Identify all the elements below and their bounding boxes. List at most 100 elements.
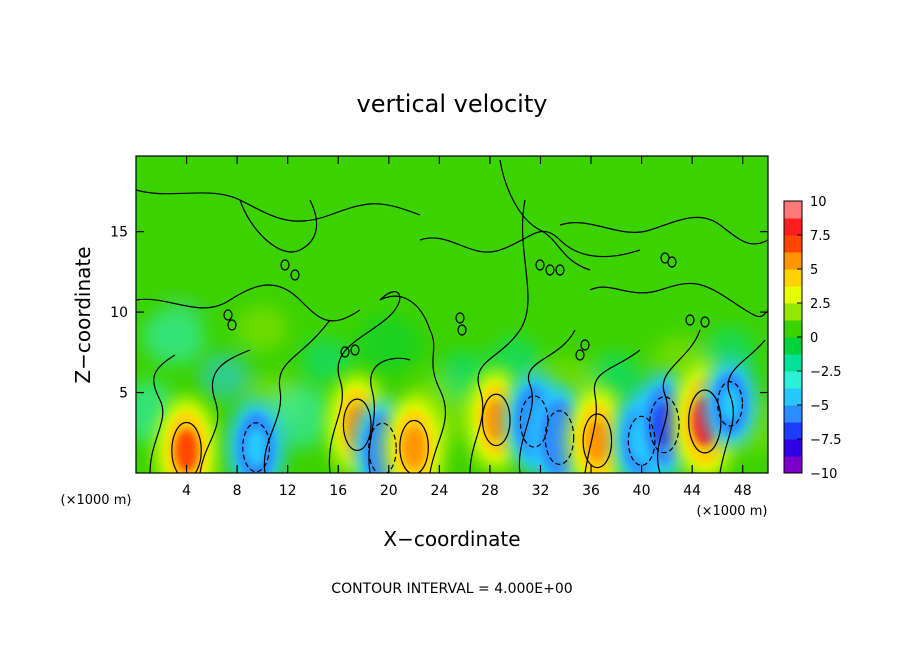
colorbar-segment bbox=[784, 235, 802, 253]
x-unit-label-right: (×1000 m) bbox=[697, 504, 768, 519]
colorbar-segment bbox=[784, 456, 802, 474]
x-tick-label: 20 bbox=[380, 483, 398, 499]
chart-title: vertical velocity bbox=[357, 90, 548, 118]
zero-contour bbox=[589, 282, 768, 318]
colorbar-segment bbox=[784, 354, 802, 372]
zero-contour bbox=[499, 159, 591, 271]
x-tick: 40 bbox=[633, 156, 651, 499]
x-tick-label: 24 bbox=[430, 483, 448, 499]
extremum-contour bbox=[368, 422, 397, 473]
extremum-contour bbox=[342, 398, 372, 451]
contour-loop bbox=[340, 346, 350, 358]
x-tick-label: 28 bbox=[481, 483, 499, 499]
extremum-core bbox=[586, 420, 609, 462]
y-tick: 15 bbox=[110, 225, 768, 241]
zero-contour bbox=[328, 291, 401, 473]
zero-contour bbox=[559, 216, 768, 245]
colorbar-tick-label: 10 bbox=[810, 195, 827, 210]
contour-lines bbox=[136, 159, 768, 473]
x-tick-label: 12 bbox=[279, 483, 297, 499]
x-axis-title: X−coordinate bbox=[383, 527, 520, 551]
x-tick: 4 bbox=[182, 156, 191, 499]
contour-loop bbox=[575, 349, 585, 361]
extremum-contour bbox=[481, 393, 511, 447]
extremum-contour bbox=[399, 419, 429, 473]
contour-loop bbox=[290, 269, 300, 281]
colorbar-tick-label: 5 bbox=[810, 263, 818, 278]
colorbar: 10 7.5 5 2.5 0 −2.5 −5 −7.5 −10 bbox=[783, 195, 842, 482]
y-tick-label: 5 bbox=[119, 386, 128, 402]
x-tick: 20 bbox=[380, 156, 398, 499]
zero-contour bbox=[239, 199, 318, 253]
colorbar-tick-label: 7.5 bbox=[810, 229, 831, 244]
field-texture-patch bbox=[161, 247, 238, 313]
field-layer bbox=[136, 159, 768, 473]
contour-loop bbox=[223, 309, 233, 321]
y-axis-title: Z−coordinate bbox=[71, 246, 95, 383]
zero-contour bbox=[199, 349, 251, 473]
extremum-core bbox=[175, 429, 198, 472]
extremum-contour bbox=[649, 396, 680, 454]
contour-loop bbox=[455, 312, 465, 324]
y-tick: 10 bbox=[110, 305, 768, 321]
extremum-contour bbox=[627, 415, 656, 466]
x-tick-label: 48 bbox=[734, 483, 752, 499]
zero-contour bbox=[584, 349, 641, 473]
x-tick: 28 bbox=[481, 156, 499, 499]
colorbar-tick-label: −2.5 bbox=[810, 365, 842, 380]
x-tick: 48 bbox=[734, 156, 752, 499]
colorbar-segment bbox=[784, 371, 802, 389]
extremum-contour bbox=[544, 410, 575, 465]
zero-contour bbox=[136, 284, 361, 322]
x-tick: 24 bbox=[430, 156, 448, 499]
field-texture-patch bbox=[199, 352, 250, 401]
zero-contour bbox=[368, 357, 411, 473]
field-texture-patch bbox=[357, 315, 421, 374]
zero-contour bbox=[469, 199, 529, 473]
extremum-contour bbox=[688, 389, 722, 454]
extremum-core bbox=[245, 428, 267, 466]
x-unit-label-left: (×1000 m) bbox=[61, 493, 132, 508]
x-tick-label: 36 bbox=[582, 483, 600, 499]
zero-contour bbox=[263, 319, 331, 473]
x-axis-ticks: 4 8 12 16 20 24 28 32 36 40 44 48 bbox=[182, 156, 752, 499]
colorbar-tick-label: −7.5 bbox=[810, 433, 842, 448]
colorbar-tick-label: 0 bbox=[810, 331, 818, 346]
field-texture-patch bbox=[237, 305, 288, 351]
colorbar-segment bbox=[784, 201, 802, 219]
contour-loop bbox=[685, 314, 695, 326]
x-tick-label: 4 bbox=[182, 483, 191, 499]
contour-loop bbox=[350, 344, 360, 356]
contour-loop bbox=[700, 316, 710, 328]
zero-contour bbox=[419, 230, 641, 258]
plot-frame bbox=[135, 155, 769, 474]
y-axis-ticks: 5 10 15 bbox=[110, 225, 768, 402]
x-tick-label: 16 bbox=[329, 483, 347, 499]
y-tick-label: 15 bbox=[110, 225, 128, 241]
field-extremum bbox=[384, 396, 444, 473]
colorbar-tick-label: 2.5 bbox=[810, 297, 831, 312]
colorbar-tick-label: −5 bbox=[810, 399, 829, 414]
colorbar-segment bbox=[784, 405, 802, 423]
zero-contour bbox=[518, 329, 576, 473]
extremum-core bbox=[485, 400, 507, 440]
extremum-contour bbox=[582, 413, 613, 469]
y-tick-label: 10 bbox=[110, 305, 128, 321]
contour-loop bbox=[280, 259, 290, 271]
extremum-contour bbox=[171, 421, 202, 473]
colorbar-segment bbox=[784, 320, 802, 338]
colorbar-segment bbox=[784, 218, 802, 236]
colorbar-segment bbox=[784, 286, 802, 304]
field-texture-patch bbox=[591, 352, 642, 401]
extremum-contour bbox=[717, 381, 744, 427]
x-tick: 36 bbox=[582, 156, 600, 499]
contour-loop bbox=[545, 264, 555, 276]
x-tick: 44 bbox=[683, 156, 701, 499]
colorbar-segment bbox=[784, 337, 802, 355]
colorbar-segment bbox=[784, 422, 802, 440]
y-tick: 5 bbox=[119, 386, 768, 402]
extremum-core bbox=[548, 417, 571, 459]
contour-loop bbox=[667, 256, 677, 268]
